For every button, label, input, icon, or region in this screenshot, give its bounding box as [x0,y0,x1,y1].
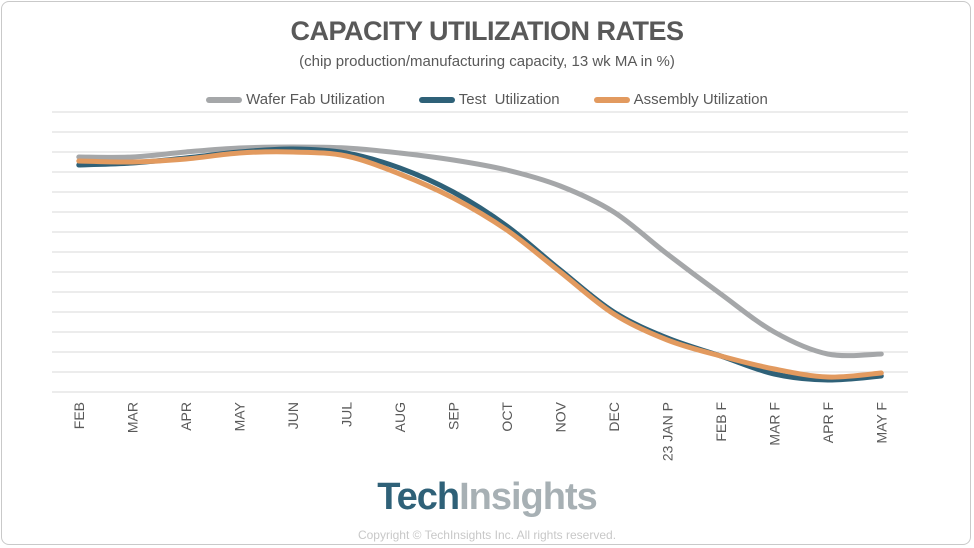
x-tick-label: SEP [445,402,461,430]
legend-label-assembly: Assembly Utilization [633,91,768,108]
series-line-wafer-fab [76,144,884,359]
series-line-test [76,146,884,383]
x-tick-label: APR [178,402,194,431]
series-lines [76,144,884,383]
legend-label-test: Test Utilization [458,91,560,108]
legend-item-wafer: Wafer Fab Utilization [206,91,385,108]
x-tick-label: MAY F [873,402,889,444]
chart-subtitle: (chip production/manufacturing capacity,… [299,53,675,70]
logo-insights-text: Insights [459,476,598,518]
x-tick-label: AUG [392,402,408,432]
x-tick-label: MAY [231,401,247,431]
x-tick-label: FEB F [713,402,729,442]
legend-swatch-assembly [593,96,630,103]
legend-swatch-wafer [206,96,243,103]
x-tick-label: DEC [606,402,622,432]
copyright-notice: Copyright © TechInsights Inc. All rights… [357,528,617,542]
x-tick-label: MAR [124,402,140,433]
logo-tech-text: Tech [377,476,460,518]
x-tick-label: FEB [71,402,87,429]
series-line-assembly [76,149,884,380]
legend-swatch-test [418,96,455,103]
legend-item-test: Test Utilization [418,91,560,108]
techinsights-logo: TechInsights [0,476,974,519]
legend-item-assembly: Assembly Utilization [593,91,768,108]
x-tick-label: JUN [285,402,301,429]
x-tick-label: JUL [338,402,354,427]
plot-area: FEB MAR APR MAY JUN JUL AUG SEP OCT NOV DEC 23 JAN … [52,111,908,461]
legend: Wafer Fab Utilization Test Utilization A… [0,91,974,108]
x-tick-label: APR F [820,402,836,443]
x-tick-label: MAR F [766,402,782,446]
x-tick-label: 23 JAN P [659,402,675,461]
x-tick-label: OCT [499,402,515,432]
x-axis-labels: FEB MAR APR MAY JUN JUL AUG SEP OCT NOV DEC 23 JAN … [71,401,890,461]
legend-label-wafer: Wafer Fab Utilization [246,91,385,108]
chart-title: CAPACITY UTILIZATION RATES [290,16,685,46]
x-tick-label: NOV [552,401,568,432]
